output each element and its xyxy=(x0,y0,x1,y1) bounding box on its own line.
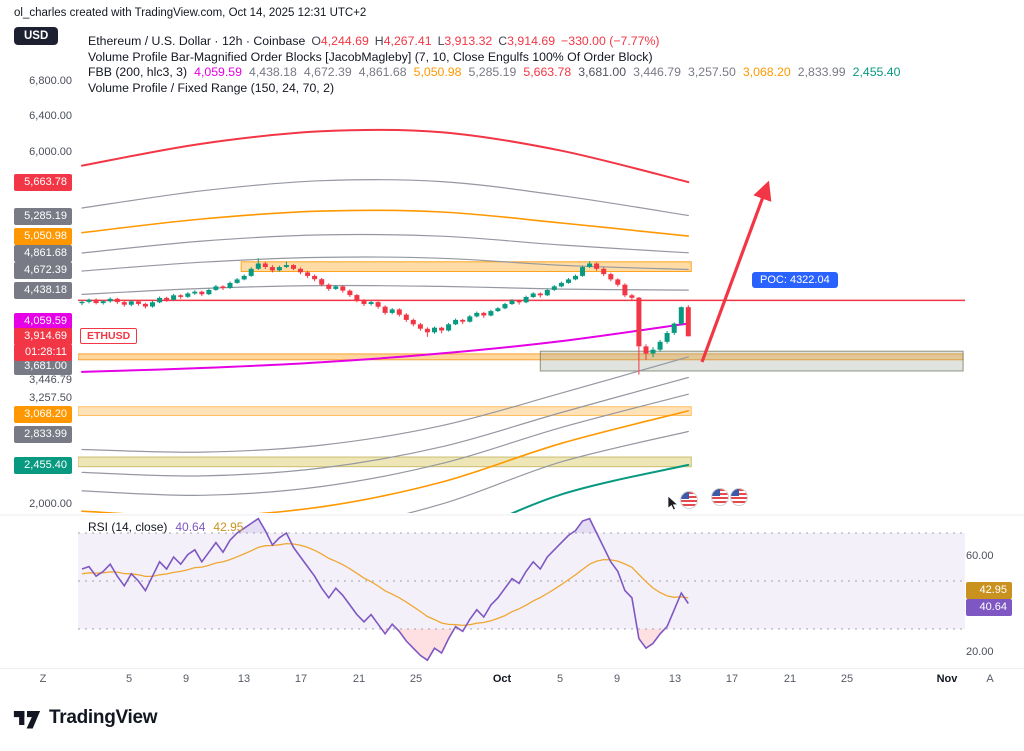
price-axis-label: 5,050.98 xyxy=(0,228,76,246)
rsi-axis-label: 42.95 xyxy=(966,581,1022,599)
time-axis-label: 13 xyxy=(237,673,251,685)
tradingview-logo-icon xyxy=(13,711,41,729)
time-axis-label: Oct xyxy=(492,673,512,685)
price-axis-label: 2,000.00 xyxy=(29,498,72,510)
watermark: ol_charles created with TradingView.com,… xyxy=(14,7,367,19)
bar-countdown-label: 01:28:11 xyxy=(0,344,76,362)
price-axis-label: 4,861.68 xyxy=(0,244,76,262)
rsi-pane xyxy=(78,517,965,662)
flag-icon[interactable] xyxy=(712,489,728,505)
rsi-ma-value: 42.95 xyxy=(213,520,244,534)
rsi-axis-label: 20.00 xyxy=(966,646,994,658)
time-axis-label: 9 xyxy=(613,673,621,685)
symbol-title: Ethereum / U.S. Dollar · 12h · Coinbase xyxy=(88,34,306,48)
price-axis-label: 6,400.00 xyxy=(29,110,72,123)
price-axis-label: 3,257.50 xyxy=(29,392,72,405)
flag-icon[interactable] xyxy=(731,489,747,505)
time-axis-label: 9 xyxy=(182,673,190,685)
time-axis-label: 25 xyxy=(409,673,423,685)
price-axis-label: 5,663.78 xyxy=(0,174,76,192)
chart-legend: Ethereum / U.S. Dollar · 12h · Coinbase O… xyxy=(88,34,900,96)
highlight-range-box xyxy=(539,350,964,372)
rsi-line xyxy=(81,517,689,662)
rsi-legend[interactable]: RSI (14, close) 40.64 42.95 xyxy=(88,520,243,534)
time-axis-label: 25 xyxy=(840,673,854,685)
price-axis-label: 2,833.99 xyxy=(0,425,76,443)
legend-volume-profile-fixed[interactable]: Volume Profile / Fixed Range (150, 24, 7… xyxy=(88,80,335,95)
time-axis-label: 21 xyxy=(352,673,366,685)
time-axis-label: Z xyxy=(39,673,47,685)
flag-canton xyxy=(731,489,739,496)
price-axis-label: 6,800.00 xyxy=(29,75,72,87)
main-pane xyxy=(78,128,965,513)
currency-button[interactable]: USD xyxy=(14,27,59,45)
symbol-chip: ETHUSD xyxy=(80,328,138,345)
last-price-label: 3,914.69 xyxy=(0,328,76,346)
price-axis-label: 3,446.79 xyxy=(29,373,72,386)
time-axis-label: 5 xyxy=(125,673,133,685)
time-axis-label: 17 xyxy=(725,673,739,685)
rsi-ma-line xyxy=(81,542,689,627)
rsi-axis-label: 60.00 xyxy=(966,550,994,562)
rsi-axis-label: 40.64 xyxy=(966,598,1022,616)
price-axis-label: 4,059.59 xyxy=(0,312,76,330)
order-block-3068 xyxy=(78,406,692,417)
tradingview-logo[interactable]: TradingView xyxy=(12,704,158,732)
legend-symbol-row[interactable]: Ethereum / U.S. Dollar · 12h · Coinbase O… xyxy=(88,34,900,50)
price-axis-label: 3,681.00 xyxy=(0,357,76,375)
poc-label: POC: 4322.04 xyxy=(752,272,838,288)
tradingview-logo-text: TradingView xyxy=(49,707,158,728)
time-axis-label: 21 xyxy=(783,673,797,685)
legend-fbb-row[interactable]: FBB (200, hlc3, 3) 4,059.59 4,438.18 4,672.… xyxy=(88,65,900,81)
time-axis-label: Nov xyxy=(936,673,958,685)
order-block-4700 xyxy=(240,261,692,272)
price-axis-label: 6,000.00 xyxy=(29,145,72,158)
price-axis-label: 2,455.40 xyxy=(0,456,76,474)
fbb-label: FBB (200, hlc3, 3) xyxy=(88,65,188,80)
time-axis-label: 13 xyxy=(668,673,682,685)
price-axis-label: 4,672.39 xyxy=(0,261,76,279)
flag-canton xyxy=(712,489,720,496)
ohlc-values: O4,244.69 H4,267.41 L3,913.32 C3,914.69 −330… xyxy=(311,34,660,48)
candlestick-series xyxy=(79,258,691,375)
rsi-value: 40.64 xyxy=(175,520,206,534)
fbb-values: 4,059.59 4,438.18 4,672.39 4,861.68 5,050.98… xyxy=(194,65,901,80)
price-axis-label: 4,438.18 xyxy=(0,282,76,300)
price-axis-label: 3,068.20 xyxy=(0,405,76,423)
order-block-2455 xyxy=(78,456,692,468)
flag-icon[interactable] xyxy=(681,492,697,508)
time-axis-label: 5 xyxy=(556,673,564,685)
price-axis-label: 5,285.19 xyxy=(0,207,76,225)
trend-arrow xyxy=(700,180,772,363)
legend-volume-profile-ob[interactable]: Volume Profile Bar-Magnified Order Block… xyxy=(88,49,653,64)
time-axis-label: A xyxy=(986,673,994,685)
cursor-icon xyxy=(667,495,679,511)
time-axis-label: 17 xyxy=(294,673,308,685)
flag-canton xyxy=(681,492,689,499)
fbb-bands xyxy=(81,128,690,513)
rsi-label: RSI (14, close) xyxy=(88,520,168,534)
